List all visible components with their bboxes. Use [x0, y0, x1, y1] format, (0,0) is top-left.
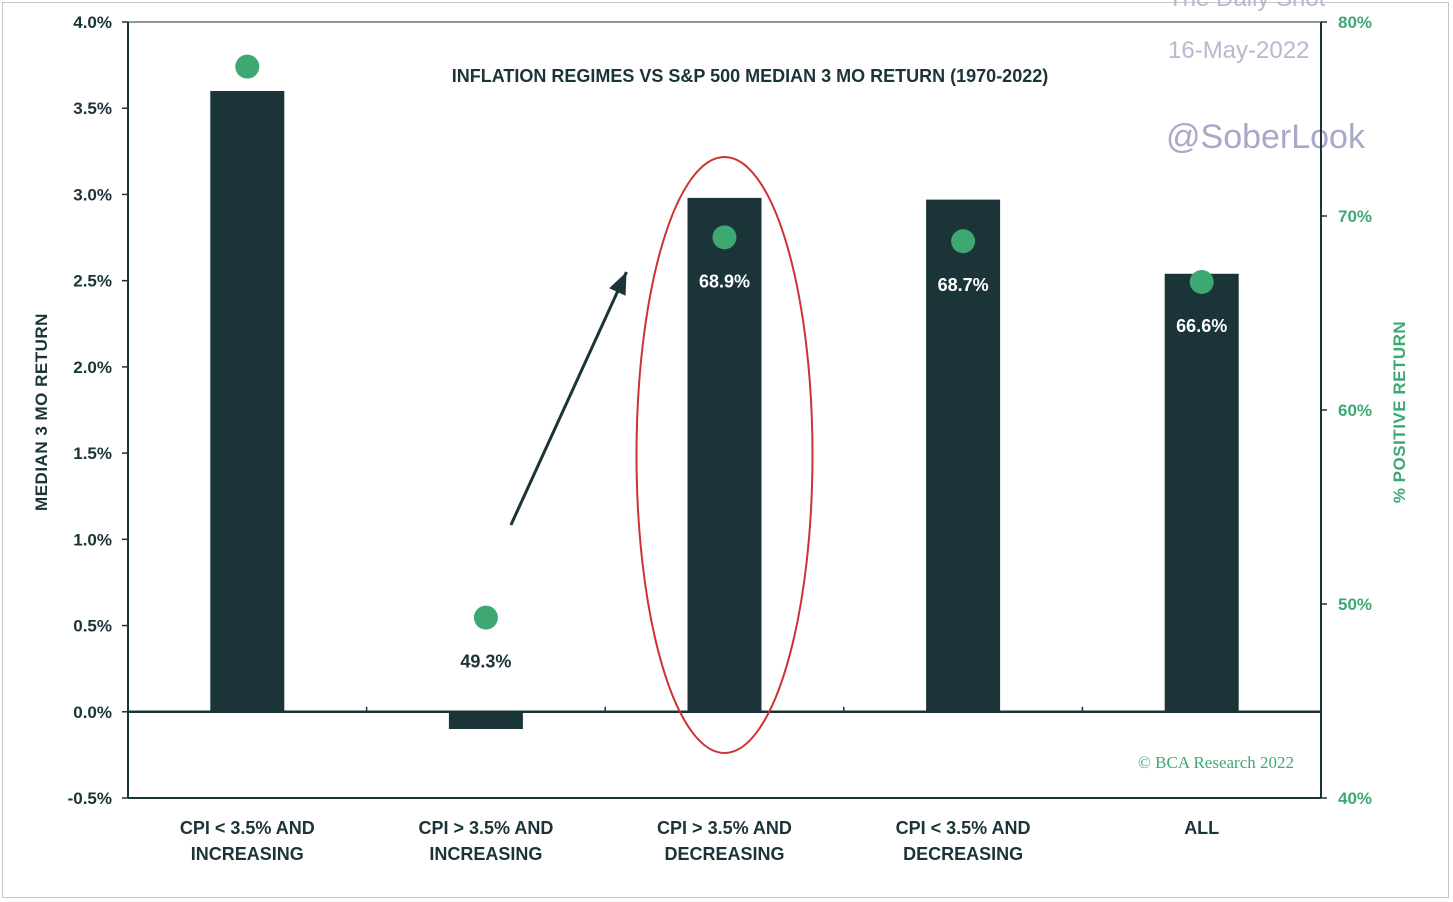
left-ticks-group: 4.0% 3.5% 3.0% 2.5% 2.0% 1.5% 1.0% 0.5% 0.0% -0.5…: [68, 13, 128, 808]
watermark-date: 16-May-2022: [1168, 37, 1309, 64]
data-labels-group: 77.7% 49.3% 68.9% 68.7% 66.6%: [222, 101, 1227, 672]
bar: [687, 197, 762, 712]
left-tick-label: 0.5%: [73, 617, 112, 636]
right-axis-title: % POSITIVE RETURN: [1390, 321, 1409, 503]
right-tick-label: 80%: [1338, 13, 1372, 32]
category-label: CPI < 3.5% AND: [896, 818, 1031, 838]
positive-return-label: 49.3%: [460, 652, 511, 672]
dots-group: [235, 54, 1214, 630]
category-label: ALL: [1184, 818, 1219, 838]
positive-return-label: 68.9%: [699, 271, 750, 291]
left-tick-label: 3.5%: [73, 99, 112, 118]
positive-return-label: 77.7%: [222, 101, 273, 121]
right-tick-label: 40%: [1338, 789, 1372, 808]
trend-arrow-line: [509, 271, 628, 526]
left-tick-label: -0.5%: [68, 789, 112, 808]
left-axis-title: MEDIAN 3 MO RETURN: [32, 313, 51, 511]
right-tick-label: 70%: [1338, 207, 1372, 226]
highlight-ellipse: [635, 156, 814, 754]
category-label: CPI < 3.5% AND: [180, 818, 315, 838]
left-tick-label: 1.5%: [73, 444, 112, 463]
category-label: INCREASING: [191, 844, 304, 864]
category-label: DECREASING: [903, 844, 1023, 864]
category-label: CPI > 3.5% AND: [657, 818, 792, 838]
positive-return-dot: [951, 229, 976, 254]
left-tick-label: 2.5%: [73, 272, 112, 291]
category-label: DECREASING: [664, 844, 784, 864]
watermark-handle: @SoberLook: [1166, 118, 1366, 156]
left-tick-label: 3.0%: [73, 185, 112, 204]
bar: [210, 90, 285, 712]
category-labels-group: CPI < 3.5% AND INCREASING CPI > 3.5% AND IN…: [180, 818, 1219, 864]
bars-group: [210, 90, 1239, 730]
category-label: INCREASING: [429, 844, 542, 864]
right-tick-label: 50%: [1338, 595, 1372, 614]
bar: [1164, 273, 1239, 712]
bar: [926, 199, 1001, 712]
category-label: CPI > 3.5% AND: [418, 818, 553, 838]
left-tick-label: 0.0%: [73, 703, 112, 722]
positive-return-dot: [712, 225, 737, 250]
positive-return-label: 68.7%: [938, 275, 989, 295]
bar: [448, 711, 523, 730]
annotations-group: [509, 156, 814, 754]
right-tick-label: 60%: [1338, 401, 1372, 420]
left-tick-label: 4.0%: [73, 13, 112, 32]
left-tick-label: 1.0%: [73, 530, 112, 549]
watermark-title: The Daily Shot: [1168, 0, 1326, 12]
trend-arrow-head: [609, 272, 627, 296]
left-tick-label: 2.0%: [73, 358, 112, 377]
positive-return-dot: [235, 54, 260, 79]
category-ticks-group: [365, 706, 1084, 712]
source-note: © BCA Research 2022: [1138, 753, 1294, 772]
chart-title: INFLATION REGIMES VS S&P 500 MEDIAN 3 MO…: [452, 66, 1048, 86]
positive-return-dot: [1189, 269, 1214, 294]
right-ticks-group: 80% 70% 60% 50% 40%: [1321, 13, 1372, 808]
positive-return-dot: [473, 605, 498, 630]
positive-return-label: 66.6%: [1176, 316, 1227, 336]
